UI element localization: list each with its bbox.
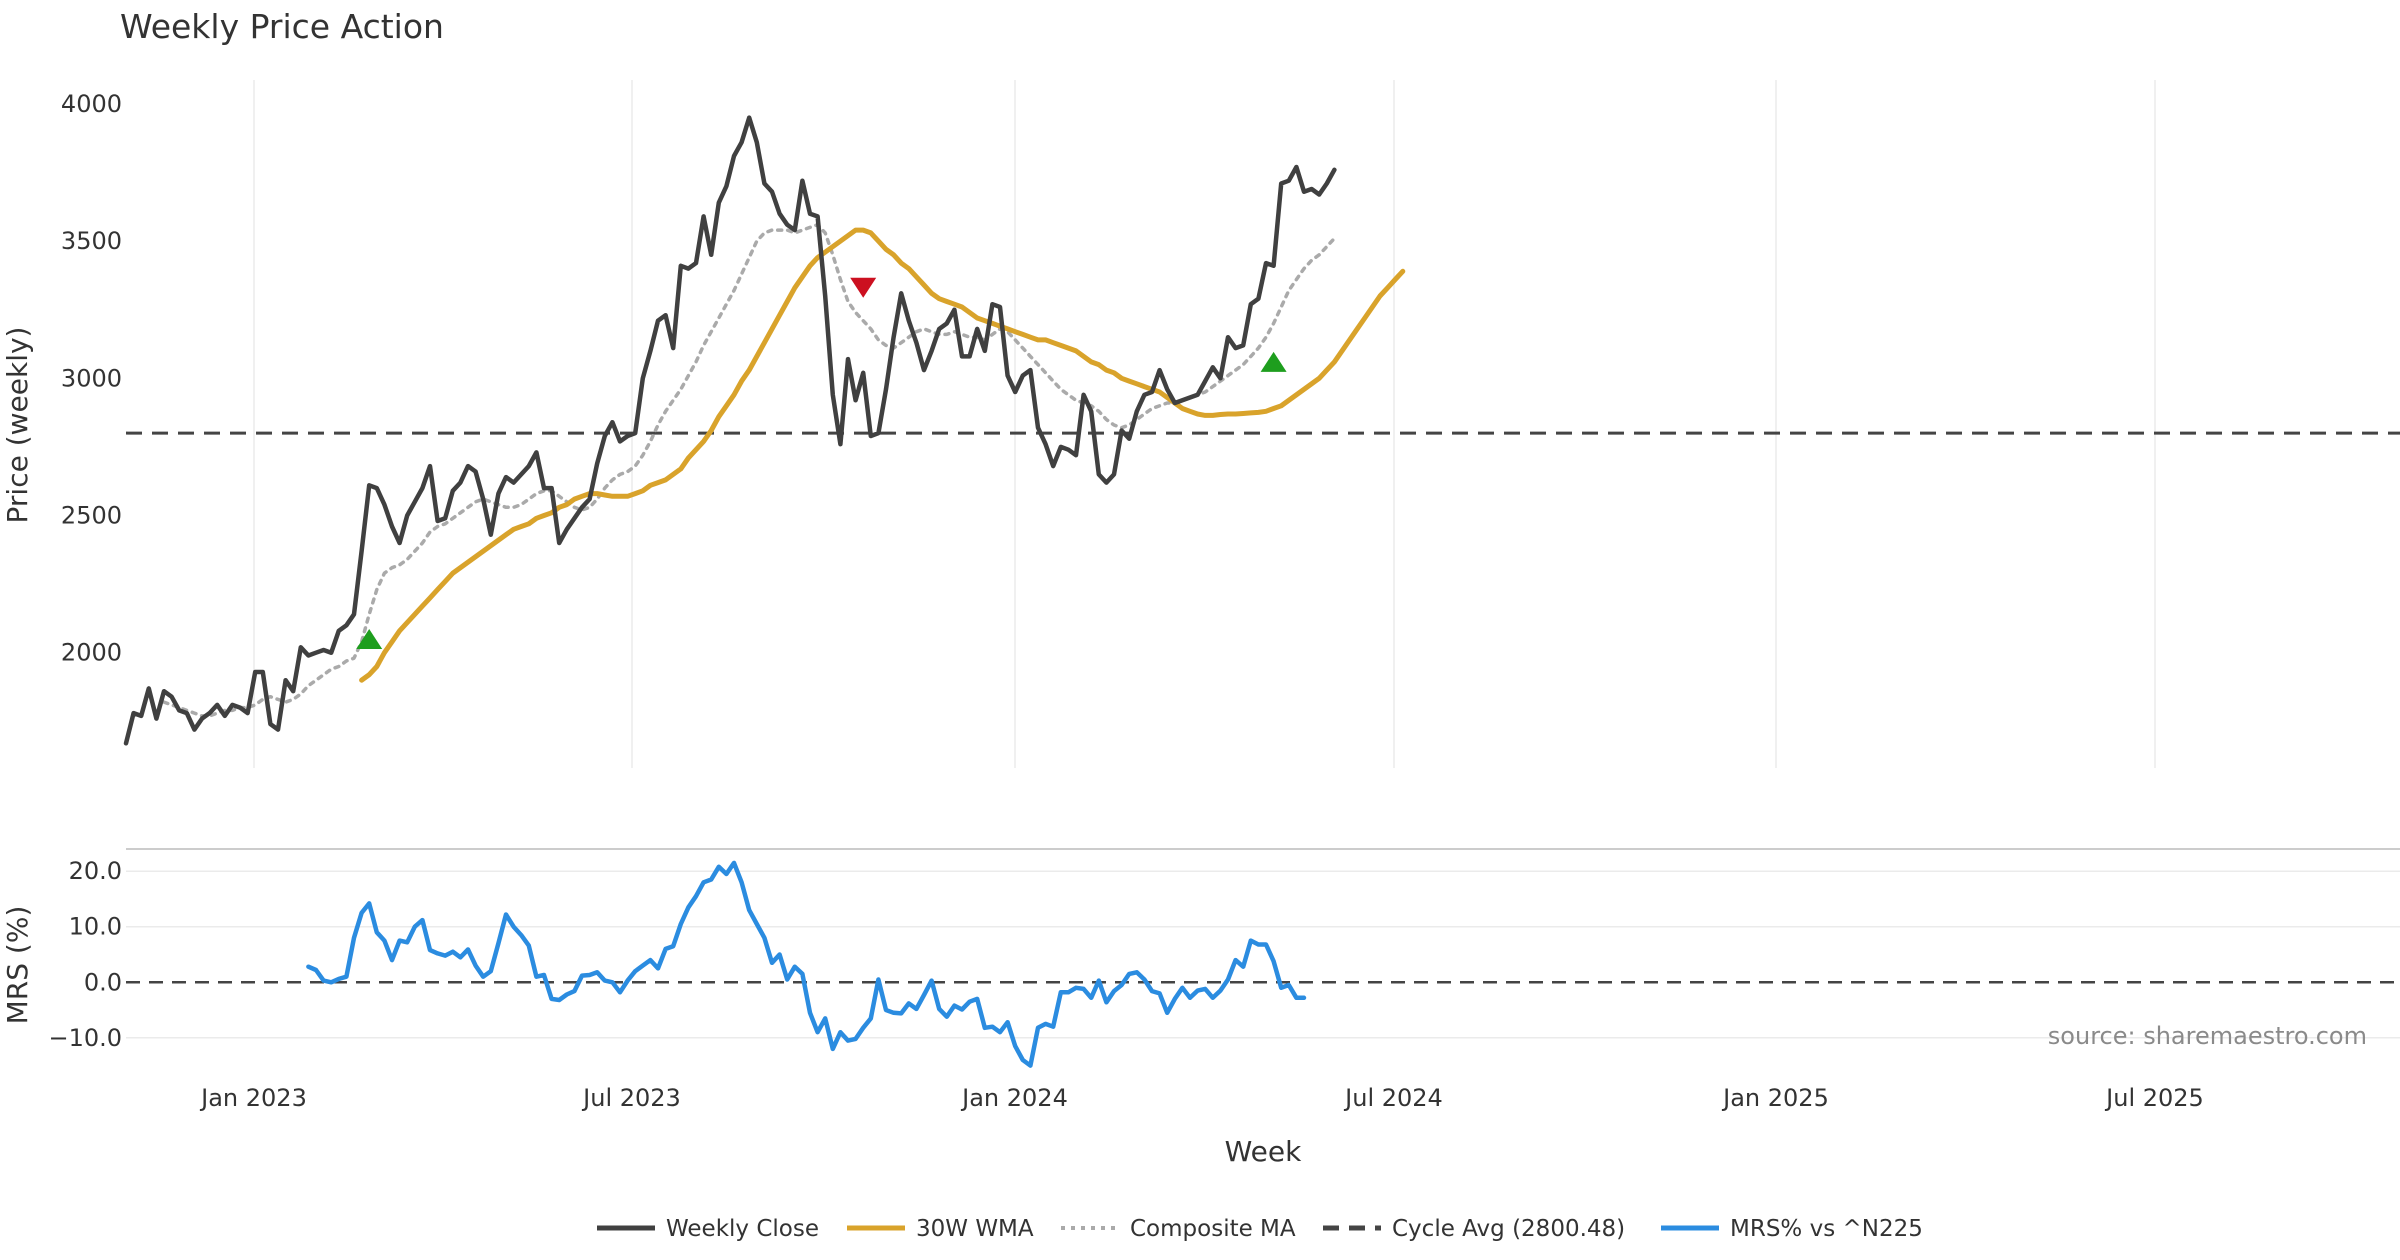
buy-signal-marker-2 [1260, 351, 1287, 372]
source-note: source: sharemaestro.com [2048, 1022, 2367, 1050]
price-y-tick-3500: 3500 [61, 227, 122, 255]
x-tick-2: Jan 2024 [960, 1084, 1068, 1112]
legend-label-2: Composite MA [1130, 1216, 1296, 1242]
legend-label-4: MRS% vs ^N225 [1730, 1216, 1923, 1242]
chart-legend: Weekly Close 30W WMA Composite MA Cycle Avg… [597, 1216, 1923, 1242]
series-30w-wma [359, 227, 1406, 683]
x-ticks: Jan 2023 Jul 2023 Jan 2024 Jul 2024 Jan 2025… [199, 1084, 2204, 1112]
mrs-panel-grid [126, 870, 2400, 1039]
series-weekly-close [123, 115, 1337, 746]
mrs-y-axis-label: MRS (%) [1, 906, 34, 1025]
signal-markers [356, 277, 1287, 650]
series-composite-ma [162, 222, 1337, 718]
mrs-series-group [126, 860, 2400, 1068]
price-y-tick-2000: 2000 [61, 639, 122, 667]
mrs-y-tick-0: 20.0 [69, 857, 122, 885]
price-y-tick-3000: 3000 [61, 364, 122, 392]
mrs-y-ticks: 20.0 10.0 0.0 −10.0 [48, 857, 122, 1052]
mrs-y-tick-3: −10.0 [48, 1024, 122, 1052]
x-tick-3: Jul 2024 [1343, 1084, 1443, 1112]
sell-signal-marker-1 [850, 277, 877, 298]
price-y-axis-label: Price (weekly) [1, 327, 34, 524]
buy-signal-marker-0 [356, 629, 383, 650]
x-tick-1: Jul 2023 [581, 1084, 681, 1112]
series-mrs [306, 860, 1307, 1068]
price-y-ticks: 2000 2500 3000 3500 4000 [61, 90, 122, 667]
price-series-group [123, 115, 2400, 746]
price-y-tick-2500: 2500 [61, 502, 122, 530]
x-tick-4: Jan 2025 [1721, 1084, 1829, 1112]
price-panel-grid [253, 80, 2156, 768]
x-axis-label: Week [1225, 1135, 1302, 1168]
chart-title: Weekly Price Action [120, 7, 444, 46]
price-y-tick-4000: 4000 [61, 90, 122, 118]
x-tick-5: Jul 2025 [2104, 1084, 2204, 1112]
mrs-y-tick-2: 0.0 [84, 968, 122, 996]
x-tick-0: Jan 2023 [199, 1084, 307, 1112]
legend-label-3: Cycle Avg (2800.48) [1392, 1216, 1625, 1242]
mrs-y-tick-1: 10.0 [69, 913, 122, 941]
legend-label-1: 30W WMA [916, 1216, 1034, 1242]
legend-label-0: Weekly Close [666, 1216, 819, 1242]
